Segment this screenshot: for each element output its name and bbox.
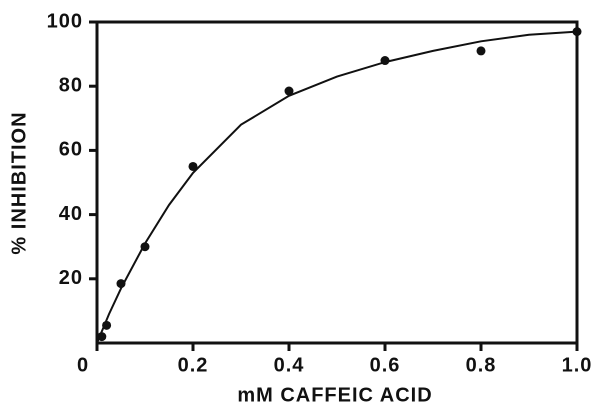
data-point [188,161,198,171]
data-point [572,27,582,37]
y-tick-label: 80 [59,74,83,96]
data-point [97,332,107,342]
x-tick-label: 0.4 [274,354,305,376]
plot-frame [95,20,579,345]
data-point [380,56,390,66]
y-tick-label: 40 [59,203,83,225]
y-tick-label: 100 [47,10,83,32]
y-tick-label: 20 [59,267,83,289]
y-tick-label: 60 [59,139,83,161]
data-point [102,320,112,330]
x-axis-label: mM CAFFEIC ACID [237,384,432,406]
y-axis-label: % INHIBITION [8,111,30,254]
fit-curve [96,30,578,344]
x-tick-label: 1.0 [562,354,593,376]
data-point [476,46,486,56]
data-point [140,242,150,252]
x-tick-label: 0 [77,354,89,376]
data-point [116,279,126,289]
x-tick-label: 0.6 [370,354,401,376]
data-point [284,86,294,96]
x-tick-label: 0.2 [178,354,209,376]
x-tick-label: 0.8 [466,354,497,376]
